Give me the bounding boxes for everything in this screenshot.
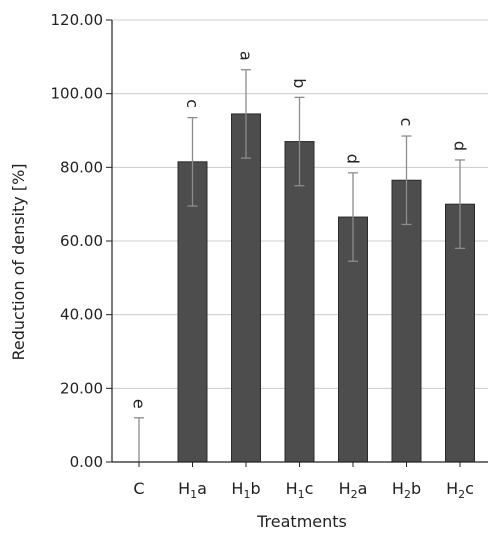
significance-letter-H1a: c <box>183 99 202 108</box>
error-bars <box>134 69 465 462</box>
y-tick-label: 80.00 <box>60 158 103 176</box>
y-tick-label: 0.00 <box>70 453 103 471</box>
significance-letter-H1c: b <box>290 78 309 88</box>
significance-letter-C: e <box>130 399 149 409</box>
x-tick-label-H1b: H1b <box>231 479 260 501</box>
significance-letter-H2b: c <box>397 118 416 127</box>
significance-letters: e c a b d c d <box>130 51 470 409</box>
bar-H1a <box>177 161 208 463</box>
y-tick-label: 40.00 <box>60 306 103 324</box>
x-tick-label-H2a: H2a <box>339 479 368 501</box>
x-category-labels: C H1a H1b H1c H2a H2b H2c <box>133 462 474 501</box>
y-tick-label: 60.00 <box>60 232 103 250</box>
significance-letter-H2c: d <box>451 141 470 151</box>
y-tick-label: 20.00 <box>60 379 103 397</box>
y-tick-label: 120.00 <box>51 11 104 29</box>
y-tick-labels: 0.00 20.00 40.00 60.00 80.00 100.00 120.00 <box>51 11 112 471</box>
x-tick-label-C: C <box>133 479 144 498</box>
significance-letter-H1b: a <box>237 51 256 61</box>
bars <box>177 113 475 463</box>
bar-H1b <box>231 113 261 463</box>
y-tick-label: 100.00 <box>51 85 104 103</box>
x-tick-label-H2c: H2c <box>446 479 474 501</box>
bar-H1c <box>284 141 315 463</box>
x-tick-label-H2b: H2b <box>392 479 421 501</box>
significance-letter-H2a: d <box>344 154 363 164</box>
bar-H2b <box>391 179 422 463</box>
x-axis-title: Treatments <box>256 512 347 531</box>
x-tick-label-H1c: H1c <box>286 479 314 501</box>
x-tick-label-H1a: H1a <box>178 479 207 501</box>
y-axis-title: Reduction of density [%] <box>9 163 28 360</box>
